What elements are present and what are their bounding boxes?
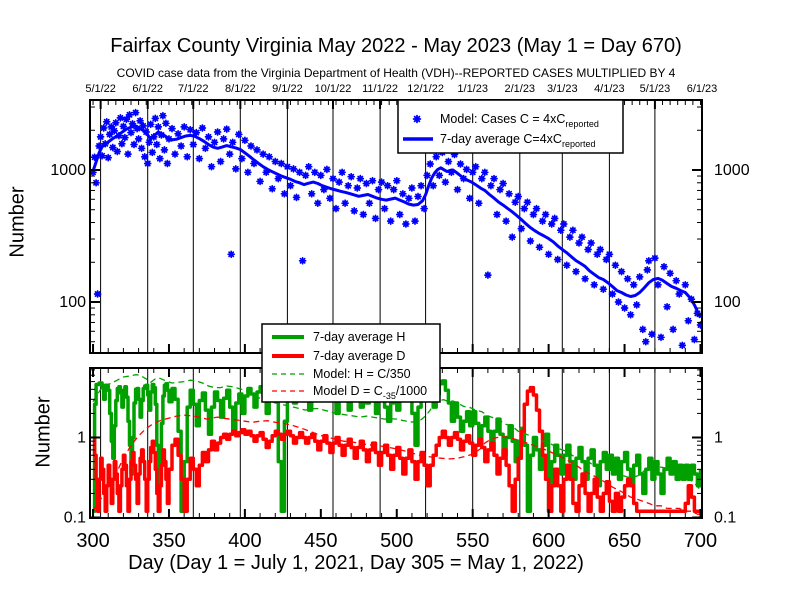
x-tick-label: 350 (152, 530, 185, 552)
top-axis-date-label: 1/1/23 (457, 83, 488, 95)
y-axis-label-bottom: Number (32, 396, 55, 468)
top-axis-date-label: 8/1/22 (225, 83, 256, 95)
x-tick-label: 450 (304, 530, 337, 552)
model-d-line (92, 414, 701, 515)
page-subtitle: COVID case data from the Virginia Depart… (116, 66, 676, 80)
deaths-7day-line (92, 385, 701, 513)
y-axis-label-top: Number (6, 186, 29, 258)
top-axis-date-label: 9/1/22 (272, 83, 303, 95)
top-axis-date-label: 5/1/22 (85, 83, 116, 95)
x-tick-label: 400 (228, 530, 261, 552)
top-axis-date-label: 10/1/22 (315, 83, 352, 95)
top-axis-date-label: 3/1/23 (547, 83, 578, 95)
page-title: Fairfax County Virginia May 2022 - May 2… (110, 35, 682, 57)
legend-label: Model: H = C/350 (313, 367, 411, 381)
x-tick-label: 600 (532, 530, 565, 552)
model-h-line (92, 374, 701, 491)
top-axis-date-label: 4/1/23 (594, 83, 625, 95)
y-tick-label: 1000 (50, 162, 86, 179)
y-tick-label: 1 (77, 430, 86, 447)
top-axis-date-label: 11/1/22 (362, 83, 398, 95)
top-axis-date-label: 5/1/23 (640, 83, 671, 95)
top-axis-date-label: 7/1/22 (178, 83, 209, 95)
y-tick-label: 1000 (714, 162, 750, 179)
x-tick-label: 700 (684, 530, 717, 552)
y-tick-label: 0.1 (64, 510, 86, 527)
top-axis-date-label: 12/1/22 (407, 83, 444, 95)
legend-hd: 7-day average H 7-day average D Model: H =… (261, 323, 441, 403)
legend-label: 7-day average D (313, 349, 405, 363)
legend-star-marker (412, 114, 422, 124)
x-tick-label: 550 (456, 530, 489, 552)
x-tick-label: 500 (380, 530, 413, 552)
top-axis-date-label: 6/1/23 (687, 83, 718, 95)
legend-label: 7-day average C=4xCreported (440, 132, 595, 149)
y-tick-label: 100 (714, 294, 741, 311)
cases-panel-data (91, 108, 701, 350)
top-axis-date-label: 6/1/22 (132, 83, 163, 95)
y-tick-label: 0.1 (714, 510, 736, 527)
y-tick-label: 100 (59, 294, 86, 311)
x-tick-label: 650 (608, 530, 641, 552)
x-axis-label: Day (Day 1 = July 1, 2021, Day 305 = May… (128, 552, 584, 574)
legend-label: Model D = C-35/1000 (313, 384, 427, 401)
axis-tick-labels: 5/1/22 6/1/22 7/1/22 8/1/22 9/1/22 10/1/22 11/… (50, 83, 749, 552)
legend-label: Model: Cases C = 4xCreported (440, 112, 599, 129)
legend-label: 7-day average H (313, 330, 405, 344)
cases-7day-line (91, 124, 701, 319)
top-axis-date-label: 2/1/23 (504, 83, 535, 95)
y-tick-label: 1 (714, 430, 723, 447)
x-tick-label: 300 (76, 530, 109, 552)
legend-cases: Model: Cases C = 4xCreported 7-day averag… (397, 99, 624, 154)
